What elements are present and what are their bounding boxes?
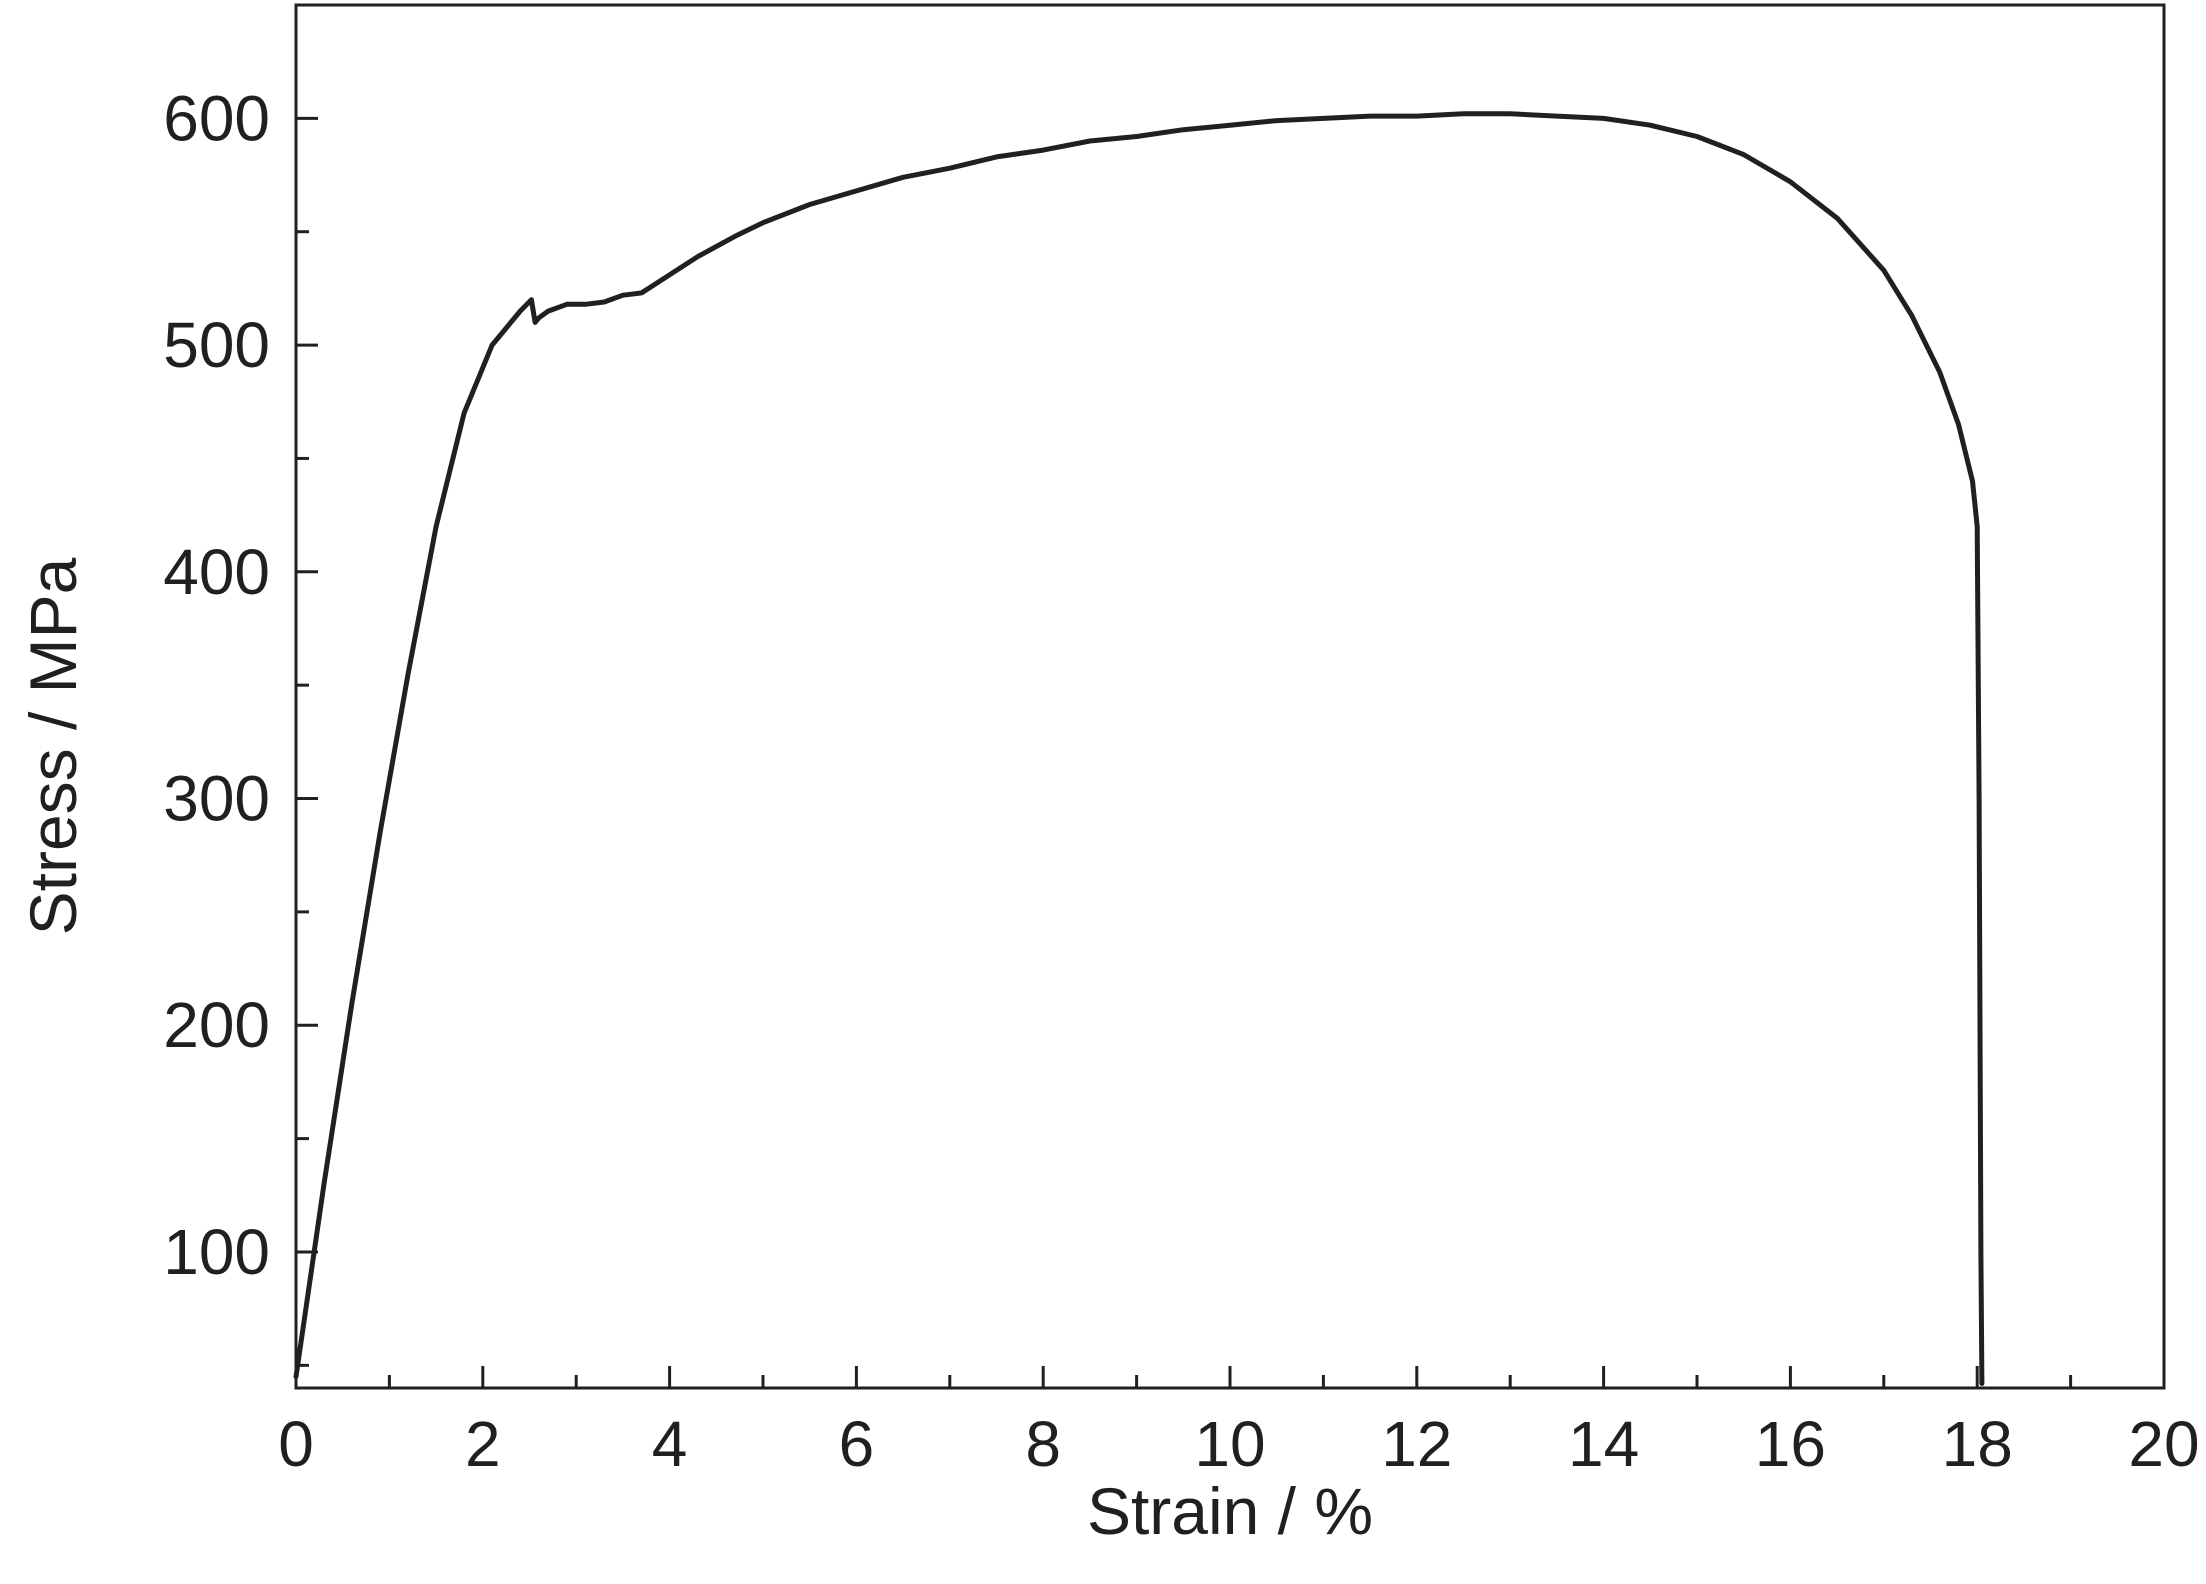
plot-frame [294, 3, 2166, 1390]
x-tick-label: 6 [839, 1408, 875, 1480]
minor-ticks [296, 230, 2073, 1388]
x-tick-label: 2 [465, 1408, 501, 1480]
y-tick-label: 100 [163, 1216, 270, 1288]
stress-strain-curve [293, 111, 1985, 1386]
x-tick-label: 0 [278, 1408, 314, 1480]
x-tick-label: 20 [2128, 1408, 2199, 1480]
y-tick-label: 600 [163, 82, 270, 154]
major-ticks [294, 116, 2166, 1388]
x-axis-title: Strain / % [1087, 1474, 1373, 1548]
y-tick-label: 200 [163, 989, 270, 1061]
x-tick-label: 16 [1755, 1408, 1826, 1480]
y-axis-title: Stress / MPa [16, 557, 90, 935]
x-tick-label: 14 [1568, 1408, 1639, 1480]
y-tick-label: 300 [163, 763, 270, 835]
y-tick-label: 500 [163, 309, 270, 381]
x-tick-label: 12 [1381, 1408, 1452, 1480]
x-tick-label: 18 [1942, 1408, 2013, 1480]
x-tick-labels: 0 2 4 6 8 10 12 14 16 18 20 [278, 1408, 2199, 1480]
x-tick-label: 4 [652, 1408, 688, 1480]
y-tick-labels: 100 200 300 400 500 600 [163, 82, 270, 1288]
x-tick-label: 10 [1194, 1408, 1265, 1480]
y-tick-label: 400 [163, 536, 270, 608]
x-tick-label: 8 [1025, 1408, 1061, 1480]
